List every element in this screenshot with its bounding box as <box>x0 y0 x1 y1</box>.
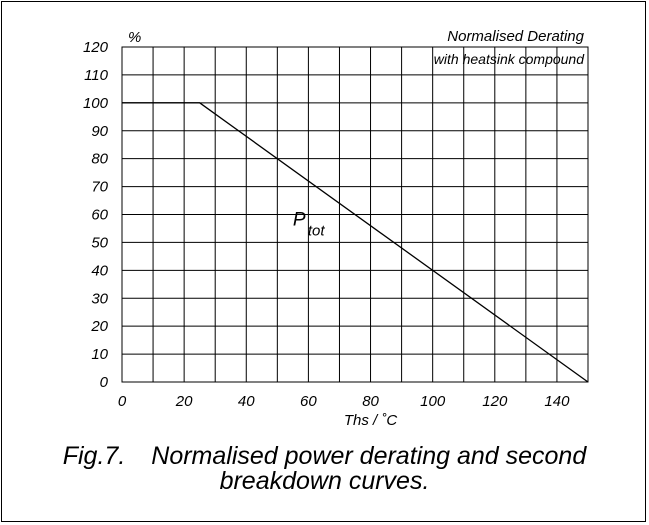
x-tick-label: 20 <box>175 393 193 410</box>
y-tick-label: 70 <box>91 179 108 196</box>
series-label: P <box>293 210 306 231</box>
y-tick-label: 20 <box>90 318 108 335</box>
figure-number: Fig.7. <box>62 442 126 470</box>
figure-caption-line-1: Fig.7. Normalised power derating and seco… <box>2 444 647 469</box>
annotation-subtitle: with heatsink compound <box>434 51 585 67</box>
x-tick-label: 100 <box>420 393 446 410</box>
x-tick-label: 40 <box>238 393 255 410</box>
y-tick-label: 100 <box>83 95 109 112</box>
x-tick-label: 0 <box>118 393 127 410</box>
y-tick-label: 50 <box>91 234 108 251</box>
x-axis-label: Ths / ˚C <box>344 412 398 429</box>
caption-text-1: Normalised power derating and second <box>151 442 587 470</box>
y-tick-label: 120 <box>83 39 109 56</box>
caption-text-2: breakdown curves. <box>219 467 430 495</box>
x-tick-label: 120 <box>482 393 508 410</box>
y-tick-label: 30 <box>91 290 108 307</box>
series-label-subscript: tot <box>308 223 326 240</box>
figure-caption-line-2: breakdown curves. <box>2 469 647 494</box>
series-line-ptot <box>122 102 589 383</box>
plot-border <box>121 46 589 383</box>
y-axis-label: % <box>128 29 141 46</box>
y-tick-label: 0 <box>100 374 109 391</box>
y-tick-label: 60 <box>91 207 108 224</box>
annotation-title: Normalised Derating <box>447 28 584 45</box>
y-tick-label: 90 <box>91 123 108 140</box>
y-tick-label: 10 <box>91 346 108 363</box>
y-tick-label: 110 <box>84 67 109 84</box>
y-tick-label: 40 <box>91 262 108 279</box>
x-tick-label: 60 <box>300 393 317 410</box>
x-tick-label: 80 <box>362 393 379 410</box>
derating-chart: 0 10 20 30 40 50 60 70 80 90 100 110 120 0 20 40 60 80 100… <box>83 28 589 429</box>
x-tick-label: 140 <box>544 393 570 410</box>
y-tick-label: 80 <box>91 151 108 168</box>
